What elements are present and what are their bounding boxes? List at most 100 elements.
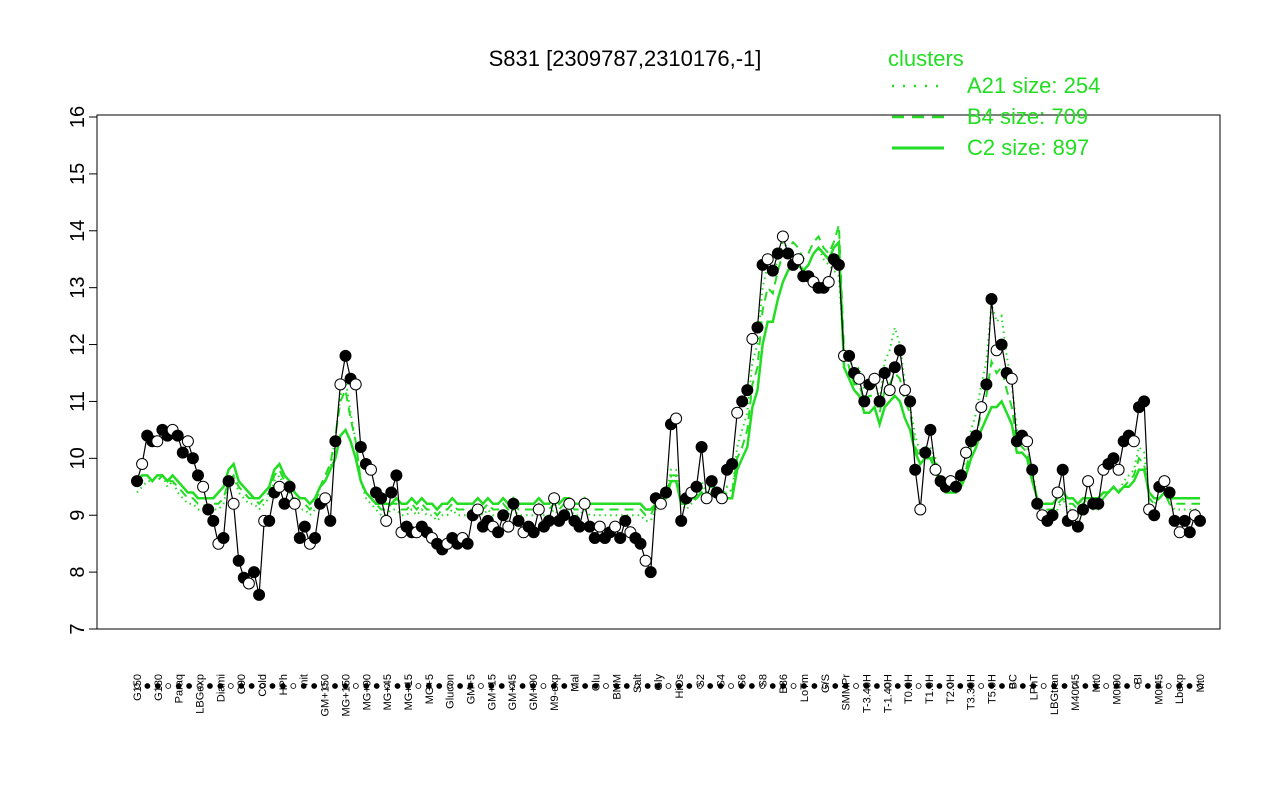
plot-border bbox=[96, 114, 1221, 630]
x-rug-mark bbox=[1113, 683, 1120, 689]
data-point bbox=[512, 514, 525, 527]
x-rug-mark bbox=[676, 683, 682, 689]
data-point bbox=[217, 532, 230, 544]
data-point bbox=[868, 372, 881, 385]
data-point bbox=[858, 395, 871, 408]
x-rug-mark bbox=[811, 683, 818, 689]
x-rug-mark bbox=[988, 683, 995, 689]
data-point bbox=[502, 520, 515, 533]
x-rug-mark bbox=[905, 683, 912, 689]
data-point bbox=[1178, 514, 1191, 527]
data-point bbox=[980, 378, 993, 391]
x-rug-mark bbox=[1103, 683, 1110, 689]
x-tick-label: Glucon bbox=[445, 674, 457, 709]
y-axis: 7 8 9 10 11 12 13 14 15 16 bbox=[67, 106, 98, 635]
x-tick-label: B36 bbox=[778, 674, 790, 694]
data-point bbox=[771, 247, 784, 260]
x-rug-mark bbox=[1186, 683, 1193, 689]
x-rug-mark bbox=[280, 683, 286, 689]
x-tick-label: MG+150 bbox=[340, 674, 352, 717]
data-point bbox=[1056, 463, 1069, 476]
data-point bbox=[675, 514, 688, 527]
x-tick-label: Mal bbox=[570, 674, 582, 692]
data-point bbox=[695, 441, 708, 453]
data-point bbox=[1026, 463, 1039, 476]
x-tick-label: T-3.40H bbox=[862, 674, 874, 713]
x-rug-mark bbox=[1030, 683, 1037, 689]
x-tick-label: Salt bbox=[632, 674, 644, 693]
data-point bbox=[263, 514, 276, 527]
data-point bbox=[588, 532, 601, 544]
data-point bbox=[853, 372, 866, 385]
x-rug-mark bbox=[634, 683, 641, 689]
x-rug-mark bbox=[540, 683, 547, 689]
x-rug-mark bbox=[915, 683, 922, 689]
x-rug-mark bbox=[478, 683, 484, 689]
data-point bbox=[1066, 509, 1079, 522]
data-point bbox=[670, 412, 683, 425]
data-point bbox=[380, 514, 393, 527]
data-point bbox=[151, 435, 164, 448]
data-point bbox=[390, 469, 403, 482]
x-tick-label: LPhT bbox=[1028, 674, 1040, 701]
data-point bbox=[181, 435, 194, 448]
x-tick-label: GM+15 bbox=[486, 674, 498, 710]
x-rug-mark bbox=[550, 683, 557, 689]
data-point bbox=[492, 526, 505, 539]
data-point bbox=[1046, 509, 1059, 522]
x-rug-mark bbox=[363, 683, 370, 689]
y-tick-label: 16 bbox=[67, 106, 89, 128]
x-tick-label: T5.0H bbox=[987, 674, 999, 704]
x-rug-mark bbox=[1197, 683, 1203, 689]
x-tick-label: G150 bbox=[132, 674, 144, 701]
data-point bbox=[136, 458, 149, 470]
data-point bbox=[634, 537, 647, 550]
x-tick-label: G/S bbox=[820, 674, 832, 693]
data-point bbox=[176, 446, 189, 459]
x-rug-mark bbox=[582, 683, 589, 689]
data-point bbox=[578, 497, 591, 510]
x-rug-mark bbox=[1165, 683, 1172, 689]
x-rug-mark bbox=[1072, 683, 1078, 689]
x-rug-mark bbox=[999, 683, 1005, 689]
data-point bbox=[324, 514, 337, 527]
x-rug-mark bbox=[530, 683, 536, 689]
x-rug-mark bbox=[967, 683, 974, 689]
x-rug-mark bbox=[342, 683, 349, 689]
plot-frame bbox=[96, 114, 1221, 630]
data-point bbox=[832, 258, 845, 271]
data-point bbox=[782, 247, 794, 260]
x-rug-mark bbox=[248, 683, 255, 689]
data-point bbox=[548, 492, 561, 505]
data-point bbox=[883, 384, 896, 397]
series-line-a21 bbox=[136, 240, 1200, 523]
x-rug-mark bbox=[1092, 683, 1099, 689]
x-tick-label: Lbexp bbox=[1174, 674, 1186, 704]
data-point bbox=[298, 520, 311, 533]
x-tick-label: T-1.40H bbox=[882, 674, 894, 713]
data-point bbox=[253, 588, 266, 601]
x-rug-mark bbox=[686, 683, 693, 689]
data-point bbox=[766, 264, 779, 277]
x-tick-label: BI bbox=[1132, 674, 1144, 684]
data-point bbox=[197, 480, 210, 493]
x-rug-mark bbox=[405, 683, 411, 689]
x-rug-mark bbox=[801, 683, 807, 689]
x-rug-mark bbox=[488, 683, 495, 689]
data-point bbox=[385, 486, 398, 499]
data-point bbox=[1173, 526, 1186, 539]
y-tick-label: 10 bbox=[67, 447, 89, 469]
x-rug-mark bbox=[1019, 683, 1026, 689]
data-point bbox=[1021, 435, 1034, 448]
x-rug-mark bbox=[300, 683, 307, 689]
data-point bbox=[639, 554, 652, 567]
x-rug-mark bbox=[738, 683, 745, 689]
data-point bbox=[904, 395, 917, 408]
legend-label: A21 size: 254 bbox=[967, 73, 1100, 98]
data-point bbox=[960, 446, 972, 459]
x-rug-mark bbox=[842, 683, 849, 689]
x-rug-mark bbox=[509, 683, 516, 689]
x-rug-mark bbox=[436, 683, 443, 689]
x-tick-label: MG+5 bbox=[424, 674, 436, 704]
y-tick-label: 9 bbox=[67, 510, 89, 521]
